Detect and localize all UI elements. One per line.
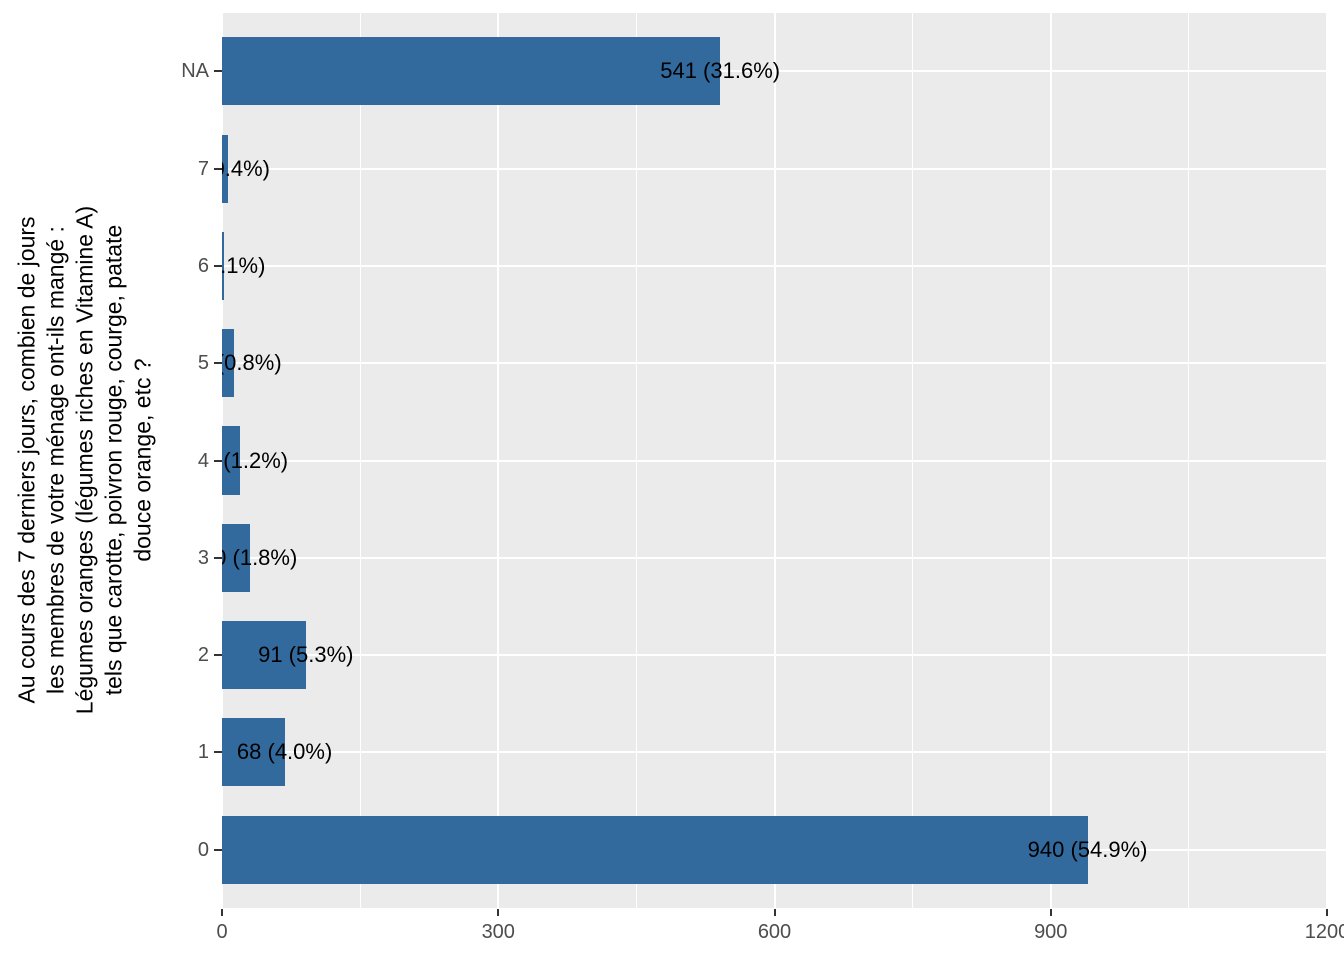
y-major-gridline — [222, 459, 1327, 462]
bar-5 — [222, 329, 234, 398]
bar-label-4: 20 (1.2%) — [222, 447, 289, 473]
x-tick-mark — [773, 909, 776, 916]
y-major-gridline — [222, 654, 1327, 657]
bar-label-6: 2 (0.1%) — [222, 252, 266, 278]
bar-1 — [222, 718, 285, 787]
plot-panel: 541 (31.6%) 7 (0.4%) 2 (0.1%) 13 (0.8%) 20 (… — [222, 13, 1327, 908]
bar-2 — [222, 621, 306, 690]
x-tick-label-0: 0 — [216, 921, 228, 943]
x-tick-label-600: 600 — [757, 921, 792, 943]
y-major-gridline — [222, 70, 1327, 73]
y-major-gridline — [222, 167, 1327, 170]
y-major-gridline — [222, 362, 1327, 365]
bar-label-7: 7 (0.4%) — [222, 155, 271, 181]
x-tick-mark — [497, 909, 500, 916]
x-tick-mark — [1049, 909, 1052, 916]
y-tick-mark — [214, 70, 222, 73]
y-tick-label-2: 2 — [197, 644, 209, 667]
bar-4 — [222, 426, 241, 495]
bar-NA — [222, 37, 721, 106]
bar-3 — [222, 523, 250, 592]
bar-label-0: 940 (54.9%) — [1027, 836, 1148, 862]
y-tick-label-4: 4 — [197, 449, 209, 472]
bar-label-2: 91 (5.3%) — [258, 642, 354, 668]
y-tick-label-1: 1 — [197, 741, 209, 764]
x-tick-mark — [1326, 909, 1328, 916]
y-tick-mark — [214, 264, 222, 267]
bar-7 — [222, 134, 229, 203]
y-tick-mark — [214, 167, 222, 170]
y-major-gridline — [222, 556, 1327, 559]
y-tick-mark — [214, 556, 222, 559]
bar-label-3: 30 (1.8%) — [222, 544, 298, 570]
y-tick-label-6: 6 — [197, 254, 209, 277]
y-tick-label-5: 5 — [197, 352, 209, 375]
y-tick-mark — [214, 654, 222, 657]
y-tick-label-NA: NA — [181, 60, 209, 83]
bar-label-5: 13 (0.8%) — [222, 350, 282, 376]
y-major-gridline — [222, 751, 1327, 754]
x-tick-label-900: 900 — [1034, 921, 1068, 943]
x-tick-label-1200: 1200 — [1304, 921, 1344, 943]
y-major-gridline — [222, 264, 1327, 267]
bar-label-1: 68 (4.0%) — [236, 739, 333, 765]
x-tick-mark — [221, 909, 223, 916]
y-tick-label-0: 0 — [197, 838, 209, 861]
y-tick-mark — [214, 751, 222, 754]
x-tick-label-300: 300 — [481, 921, 515, 943]
y-tick-mark — [214, 459, 222, 462]
bar-0 — [222, 815, 1088, 884]
y-tick-mark — [214, 362, 222, 365]
y-tick-label-3: 3 — [197, 546, 209, 569]
y-tick-label-7: 7 — [197, 157, 209, 180]
bar-6 — [222, 231, 224, 300]
y-tick-mark — [214, 848, 222, 851]
bar-label-NA: 541 (31.6%) — [660, 58, 781, 84]
